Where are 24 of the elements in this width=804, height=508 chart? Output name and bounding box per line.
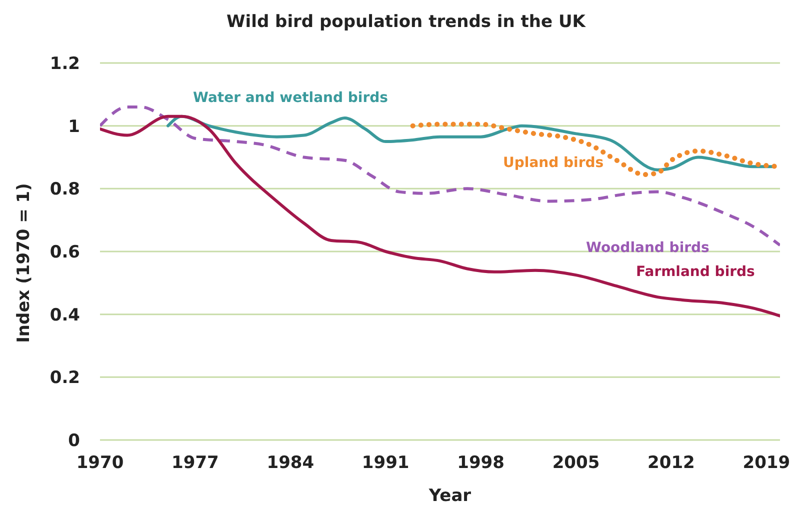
x-tick-label: 1984 bbox=[266, 453, 314, 474]
line-series bbox=[100, 114, 780, 318]
y-tick-label: 0.2 bbox=[50, 368, 80, 388]
y-tick-label: 0.6 bbox=[50, 242, 80, 263]
x-tick-label: 1998 bbox=[457, 453, 504, 474]
y-tick-label: 1 bbox=[68, 116, 80, 137]
y-tick-label: 1.2 bbox=[50, 54, 80, 74]
y-tick-label: 0 bbox=[68, 431, 80, 452]
line-series bbox=[166, 114, 775, 172]
series-label: Water and wetland birds bbox=[193, 90, 388, 106]
series-label: Upland birds bbox=[503, 155, 604, 171]
y-tick-label: 0.8 bbox=[50, 180, 80, 200]
x-tick-label: 2012 bbox=[648, 453, 695, 474]
x-tick-label: 1977 bbox=[172, 453, 219, 474]
x-tick-label: 2019 bbox=[742, 453, 790, 474]
series-label: Farmland birds bbox=[636, 264, 755, 280]
x-tick-label: 1970 bbox=[76, 453, 124, 474]
y-axis-title: Index (1970 = 1) bbox=[14, 183, 34, 343]
text: Woodland birds bbox=[586, 240, 710, 256]
chart-title: Wild bird population trends in the UK bbox=[226, 12, 587, 32]
x-axis-title: Year bbox=[428, 486, 472, 506]
x-tick-label: 1991 bbox=[362, 453, 410, 474]
y-tick-label: 0.4 bbox=[50, 305, 80, 326]
x-tick-label: 2005 bbox=[552, 453, 600, 474]
